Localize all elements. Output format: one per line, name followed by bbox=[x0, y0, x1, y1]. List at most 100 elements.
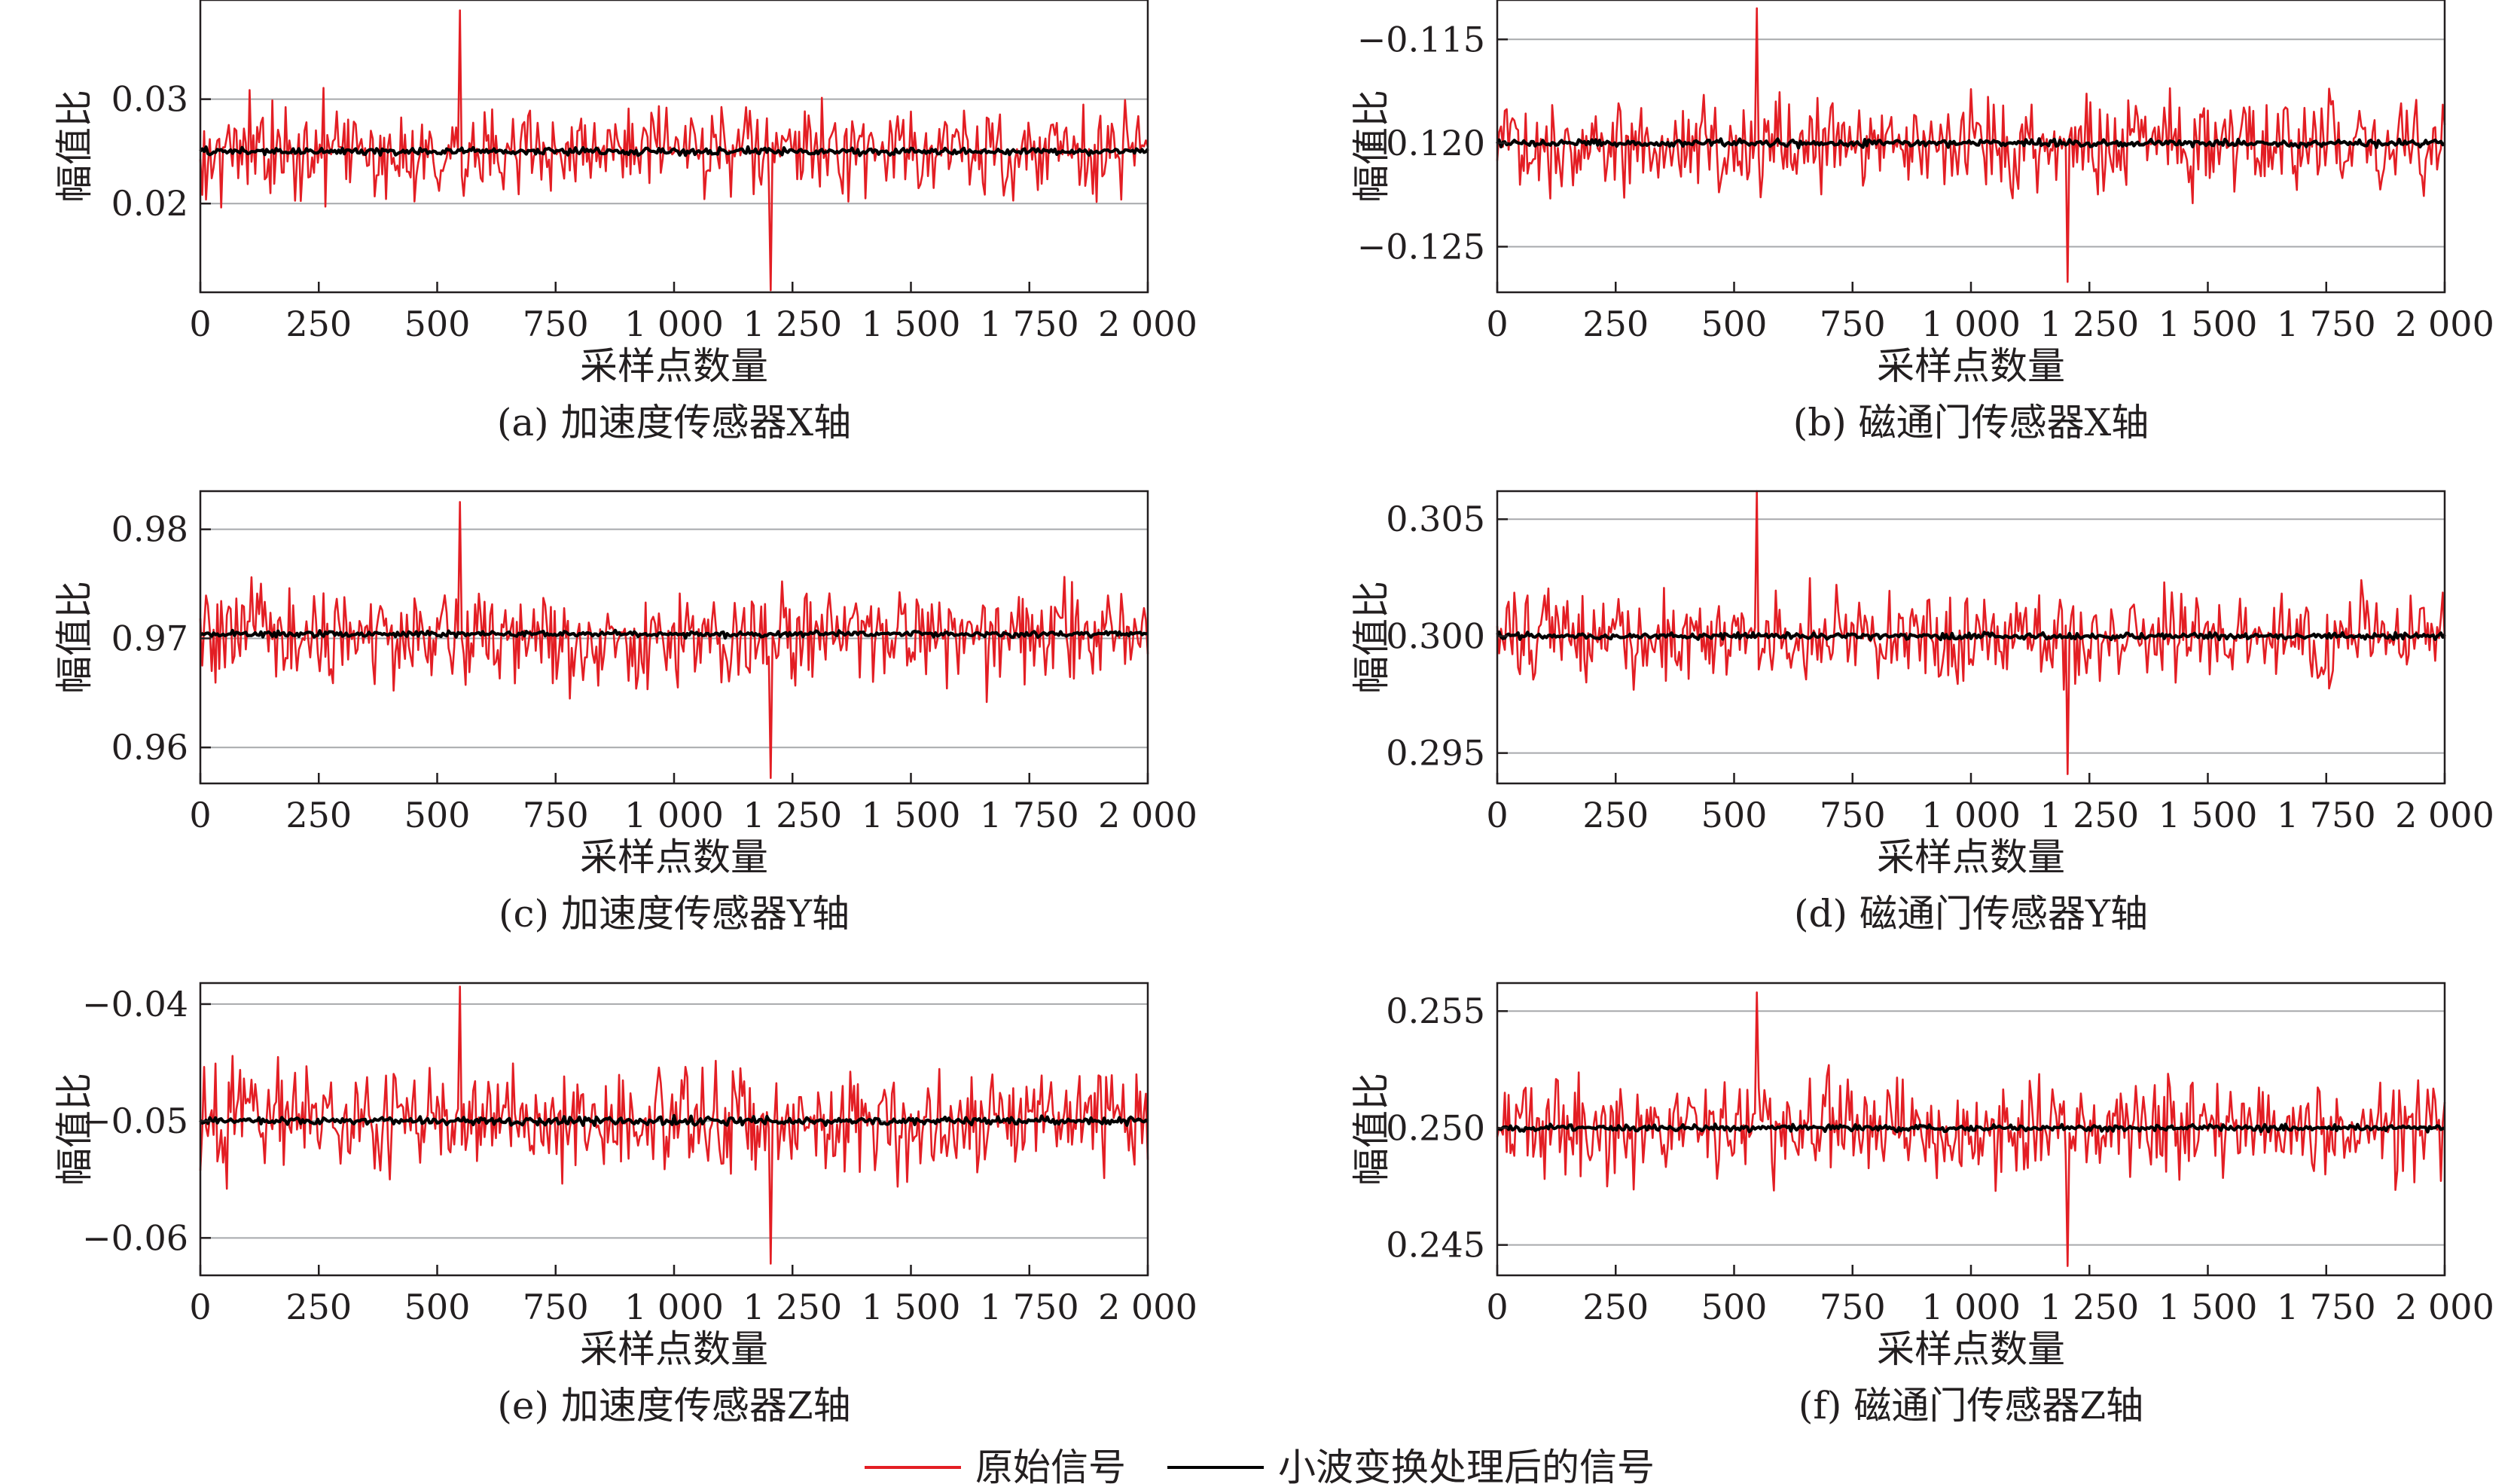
y-axis-label: 幅值比 bbox=[1350, 1073, 1393, 1186]
x-tick-label: 750 bbox=[1820, 1287, 1886, 1327]
series-line-wavelet-signal bbox=[1496, 137, 2446, 150]
x-tick-label: 250 bbox=[285, 304, 352, 344]
x-tick-label: 250 bbox=[1582, 1287, 1649, 1327]
x-tick-label: 250 bbox=[285, 1287, 352, 1327]
legend-raw-signal-label: 原始信号 bbox=[975, 1446, 1126, 1484]
x-tick-label: 1 500 bbox=[2158, 1287, 2258, 1327]
panel-caption: (b) 磁通门传感器X轴 bbox=[1793, 401, 2149, 444]
x-tick-label: 1 250 bbox=[743, 1287, 842, 1327]
y-tick-label: 0.305 bbox=[1386, 499, 1485, 539]
y-tick-label: −0.115 bbox=[1357, 19, 1485, 60]
y-tick-label: 0.97 bbox=[111, 618, 188, 658]
y-axis-label: 幅值比 bbox=[53, 90, 96, 203]
x-tick-label: 250 bbox=[1582, 795, 1649, 835]
x-tick-label: 0 bbox=[189, 304, 211, 344]
x-tick-label: 1 750 bbox=[980, 304, 1079, 344]
x-tick-label: 1 000 bbox=[624, 795, 724, 835]
x-tick-label: 2 000 bbox=[1098, 304, 1197, 344]
y-tick-label: 0.02 bbox=[111, 183, 188, 224]
x-tick-label: 750 bbox=[523, 795, 589, 835]
x-tick-label: 0 bbox=[189, 1287, 211, 1327]
series-line-wavelet-signal bbox=[1496, 1122, 2445, 1134]
series-line-raw-signal bbox=[199, 985, 1149, 1265]
x-axis-label: 采样点数量 bbox=[580, 1327, 768, 1371]
x-tick-label: 750 bbox=[523, 1287, 589, 1327]
y-tick-label: 0.250 bbox=[1386, 1107, 1485, 1148]
x-tick-label: 0 bbox=[1486, 795, 1508, 835]
y-tick-label: 0.255 bbox=[1386, 991, 1485, 1031]
y-tick-label: 0.295 bbox=[1386, 733, 1485, 774]
y-axis-label: 幅值比 bbox=[53, 581, 96, 694]
panel-caption: (a) 加速度传感器X轴 bbox=[497, 401, 851, 444]
chart-panel-5: −0.06 −0.05 −0.04 0 250 500 750 1 000 1 250 1 500… bbox=[53, 982, 1197, 1428]
y-tick-label: 0.300 bbox=[1386, 615, 1485, 656]
panel-caption: (f) 磁通门传感器Z轴 bbox=[1798, 1384, 2143, 1428]
panel-caption: (e) 加速度传感器Z轴 bbox=[497, 1384, 850, 1428]
x-axis-label: 采样点数量 bbox=[1877, 344, 2065, 388]
x-tick-label: 1 250 bbox=[743, 304, 842, 344]
chart-panels: 0.02 0.03 0 250 500 750 1 000 1 250 1 500 1 750 2 … bbox=[53, 0, 2494, 1428]
x-tick-label: 250 bbox=[1582, 304, 1649, 344]
x-tick-label: 2 000 bbox=[2395, 795, 2494, 835]
x-axis-label: 采样点数量 bbox=[580, 344, 768, 388]
x-tick-label: 2 000 bbox=[2395, 304, 2494, 344]
series-line-wavelet-signal bbox=[199, 145, 1149, 157]
y-tick-label: 0.03 bbox=[111, 79, 188, 120]
series-line-raw-signal bbox=[199, 9, 1149, 292]
chart-panel-4: 0.295 0.300 0.305 0 250 500 750 1 000 1 250 1 500… bbox=[1350, 490, 2494, 936]
x-tick-label: 500 bbox=[1701, 304, 1768, 344]
x-tick-label: 500 bbox=[1701, 1287, 1768, 1327]
y-axis-label: 幅值比 bbox=[1350, 90, 1393, 203]
x-tick-label: 2 000 bbox=[2395, 1287, 2494, 1327]
x-tick-label: 1 250 bbox=[2039, 304, 2139, 344]
chart-panel-3: 0.96 0.97 0.98 0 250 500 750 1 000 1 250 1 500 1 7… bbox=[53, 490, 1197, 936]
x-tick-label: 1 500 bbox=[862, 1287, 961, 1327]
x-tick-label: 500 bbox=[404, 304, 471, 344]
x-tick-label: 0 bbox=[1486, 1287, 1508, 1327]
y-tick-label: −0.120 bbox=[1357, 123, 1485, 163]
y-tick-label: −0.125 bbox=[1357, 226, 1485, 267]
x-tick-label: 250 bbox=[285, 795, 352, 835]
x-tick-label: 1 250 bbox=[2039, 795, 2139, 835]
x-tick-label: 0 bbox=[189, 795, 211, 835]
x-tick-label: 1 000 bbox=[624, 304, 724, 344]
x-tick-label: 1 750 bbox=[2277, 304, 2376, 344]
chart-panel-1: 0.02 0.03 0 250 500 750 1 000 1 250 1 500 1 750 2 … bbox=[53, 0, 1197, 444]
series-line-raw-signal bbox=[1496, 7, 2446, 283]
legend-wavelet-signal-label: 小波变换处理后的信号 bbox=[1278, 1446, 1655, 1484]
x-tick-label: 1 000 bbox=[1921, 304, 2021, 344]
y-tick-label: 0.245 bbox=[1386, 1225, 1485, 1266]
x-tick-label: 500 bbox=[404, 795, 471, 835]
x-tick-label: 1 250 bbox=[743, 795, 842, 835]
x-tick-label: 1 000 bbox=[1921, 1287, 2021, 1327]
chart-panel-2: −0.125 −0.120 −0.115 0 250 500 750 1 000 1 250 1 … bbox=[1350, 0, 2494, 444]
x-tick-label: 750 bbox=[1820, 795, 1886, 835]
series-line-raw-signal bbox=[1496, 490, 2446, 775]
x-tick-label: 1 250 bbox=[2039, 1287, 2139, 1327]
panel-caption: (c) 加速度传感器Y轴 bbox=[499, 892, 850, 936]
y-tick-label: −0.04 bbox=[82, 984, 188, 1024]
x-tick-label: 1 750 bbox=[2277, 795, 2376, 835]
series-line-raw-signal bbox=[199, 501, 1149, 780]
x-tick-label: 500 bbox=[1701, 795, 1768, 835]
y-tick-label: −0.05 bbox=[82, 1101, 188, 1141]
x-tick-label: 1 500 bbox=[862, 795, 961, 835]
x-tick-label: 1 750 bbox=[2277, 1287, 2376, 1327]
series-line-wavelet-signal bbox=[199, 628, 1149, 640]
x-tick-label: 1 500 bbox=[2158, 304, 2258, 344]
series-line-raw-signal bbox=[1496, 991, 2446, 1267]
y-tick-label: 0.96 bbox=[111, 727, 188, 768]
x-tick-label: 1 000 bbox=[1921, 795, 2021, 835]
x-tick-label: 0 bbox=[1486, 304, 1508, 344]
x-tick-label: 2 000 bbox=[1098, 1287, 1197, 1327]
y-tick-label: −0.06 bbox=[82, 1217, 188, 1258]
x-tick-label: 750 bbox=[523, 304, 589, 344]
panel-caption: (d) 磁通门传感器Y轴 bbox=[1794, 892, 2148, 936]
x-tick-label: 750 bbox=[1820, 304, 1886, 344]
x-tick-label: 1 500 bbox=[862, 304, 961, 344]
x-tick-label: 500 bbox=[404, 1287, 471, 1327]
y-axis-label: 幅值比 bbox=[1350, 581, 1393, 694]
legend: 原始信号 小波变换处理后的信号 bbox=[865, 1446, 1655, 1484]
series-line-wavelet-signal bbox=[199, 1113, 1149, 1128]
x-axis-label: 采样点数量 bbox=[580, 835, 768, 879]
